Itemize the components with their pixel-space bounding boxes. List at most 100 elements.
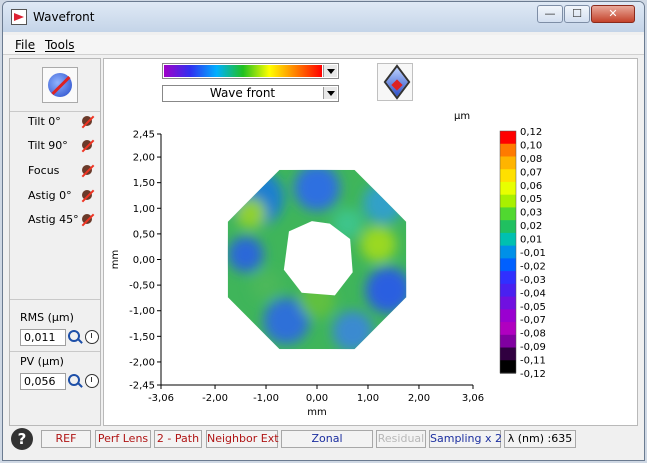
- y-axis-label: mm: [110, 250, 121, 269]
- colorbar-label: -0,09: [520, 342, 546, 353]
- colorbar-band: [500, 296, 516, 310]
- colorbar-label: -0,11: [520, 356, 546, 367]
- zernike-label-tilt90: Tilt 90°: [28, 139, 68, 152]
- colorbar-frame: [499, 130, 517, 374]
- colorbar-band: [500, 220, 516, 234]
- left-panel: Tilt 0° Tilt 90° Focus Astig 0° Astig 45…: [9, 58, 101, 426]
- close-button[interactable]: ✕: [591, 5, 635, 23]
- y-tick-label: -1,50: [129, 332, 155, 343]
- colorbar-label: -0,01: [520, 248, 546, 259]
- view-3d-button[interactable]: [377, 63, 413, 101]
- zernike-label-tilt0: Tilt 0°: [28, 115, 61, 128]
- pv-clock-icon[interactable]: [85, 374, 99, 388]
- colorbar-band: [500, 347, 516, 361]
- pv-magnify-icon[interactable]: [68, 374, 80, 386]
- wavefront-plot: 2,45 2,00 1,50 1,00 0,50 0,00 -0,50 -1,00 -1,50 -…: [110, 111, 546, 418]
- rms-clock-icon[interactable]: [85, 330, 99, 344]
- x-tick-label: -2,00: [202, 393, 228, 404]
- rms-label: RMS (µm): [20, 311, 74, 324]
- colorbar-label: 0,07: [520, 167, 542, 178]
- colorbar-label: -0,02: [520, 261, 546, 272]
- lens-mode-button[interactable]: [42, 67, 78, 103]
- colorbar-band: [500, 271, 516, 285]
- colorbar-label: 0,06: [520, 181, 542, 192]
- pv-label: PV (µm): [20, 355, 64, 368]
- status-neighbor: Neighbor Ext: [206, 430, 279, 448]
- chevron-down-icon[interactable]: [323, 87, 337, 99]
- tilt90-toggle-icon[interactable]: [81, 139, 95, 153]
- colorbar-label: -0,07: [520, 315, 546, 326]
- zernike-label-focus: Focus: [28, 164, 60, 177]
- y-tick-label: -2,45: [129, 381, 155, 392]
- status-bar: ? REF Perf Lens 2 - Path Neighbor Ext Zo…: [7, 428, 640, 450]
- heatmap-patch: [250, 269, 282, 301]
- menu-tools[interactable]: Tools: [45, 38, 75, 52]
- x-tick-label: -1,00: [253, 393, 279, 404]
- y-tick-label: -1,00: [129, 306, 155, 317]
- colorbar-label: 0,03: [520, 208, 542, 219]
- rms-magnify-icon[interactable]: [68, 330, 80, 342]
- y-tick-label: 2,45: [133, 130, 155, 141]
- x-tick-label: 1,00: [357, 393, 379, 404]
- main-panel: Wave front 2,45 2,00 1,50 1,00 0,50 0,00 -0,50…: [103, 58, 638, 426]
- minimize-button[interactable]: —: [537, 5, 563, 23]
- status-sampling: Sampling x 2: [429, 430, 502, 448]
- colorbar-label: -0,12: [520, 369, 546, 380]
- colorbar-band: [500, 143, 516, 158]
- colorbar-label: -0,08: [520, 329, 546, 340]
- title-bar: Wavefront — ☐ ✕: [3, 2, 644, 32]
- maximize-button[interactable]: ☐: [564, 5, 590, 23]
- colormap-gradient: [164, 65, 322, 77]
- colormap-select[interactable]: [162, 63, 339, 79]
- zernike-label-astig0: Astig 0°: [28, 189, 72, 202]
- menu-bar: File Tools: [3, 35, 644, 55]
- menu-file[interactable]: File: [15, 38, 36, 52]
- colorbar-label: 0,05: [520, 194, 542, 205]
- view-mode-select[interactable]: Wave front: [162, 85, 339, 102]
- colorbar-band: [500, 322, 516, 336]
- y-tick-label: 0,50: [133, 229, 155, 240]
- y-tick-label: 1,00: [133, 204, 155, 215]
- divider: [10, 111, 100, 112]
- chevron-down-icon[interactable]: [323, 65, 337, 77]
- status-path: 2 - Path: [154, 430, 202, 448]
- astig0-toggle-icon[interactable]: [81, 189, 95, 203]
- colorbar-label: 0,10: [520, 140, 542, 151]
- zernike-label-astig45: Astig 45°: [28, 213, 79, 226]
- colorbar-unit: µm: [454, 111, 470, 122]
- colorbar-band: [500, 194, 516, 209]
- colorbar-band: [500, 156, 516, 170]
- colorbar-label: 0,02: [520, 221, 542, 232]
- tilt0-toggle-icon[interactable]: [81, 115, 95, 129]
- focus-toggle-icon[interactable]: [81, 164, 95, 178]
- heatmap-patch: [365, 267, 407, 314]
- y-tick-label: 2,00: [133, 153, 155, 164]
- pv-value: 0,056: [20, 373, 66, 390]
- colorbar-label: 0,01: [520, 235, 542, 246]
- astig45-toggle-icon[interactable]: [81, 213, 95, 227]
- app-icon: [11, 9, 27, 25]
- colorbar-label: -0,05: [520, 302, 546, 313]
- aperture-hole: [283, 221, 353, 296]
- help-icon[interactable]: ?: [11, 428, 33, 450]
- x-axis-label: mm: [307, 407, 326, 418]
- divider: [10, 299, 100, 300]
- status-zonal: Zonal: [281, 430, 373, 448]
- colorbar-band: [500, 232, 516, 247]
- colorbar-band: [500, 309, 516, 323]
- colorbar-label: -0,04: [520, 288, 546, 299]
- colorbar-band: [500, 181, 516, 196]
- x-tick-label: 0,00: [306, 393, 328, 404]
- colorbar-band: [500, 334, 516, 349]
- colorbar-band: [500, 207, 516, 221]
- y-tick-label: -2,00: [129, 357, 155, 368]
- status-perf-lens: Perf Lens: [95, 430, 151, 448]
- y-tick-label: 1,50: [133, 178, 155, 189]
- window-title: Wavefront: [33, 10, 95, 24]
- x-tick-label: 2,00: [408, 393, 430, 404]
- colorbar-band: [500, 283, 516, 298]
- colorbar-label: 0,08: [520, 154, 542, 165]
- wavefront-heatmap: [227, 169, 407, 350]
- divider: [10, 351, 100, 352]
